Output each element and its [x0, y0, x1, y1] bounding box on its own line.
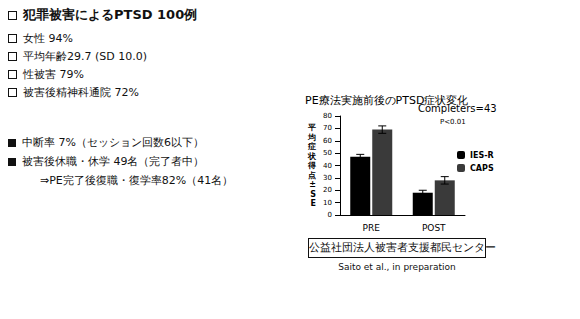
svg-text:±: ± — [309, 180, 316, 189]
svg-text:IES-R: IES-R — [470, 151, 494, 160]
svg-text:平: 平 — [307, 123, 316, 132]
html-text:被害後休職・休学 49名（完了者中）: 被害後休職・休学 49名（完了者中） — [22, 155, 205, 168]
html-text:平均年齢29.7 (SD 10.0): 平均年齢29.7 (SD 10.0) — [23, 50, 147, 63]
svg-text:P<0.01: P<0.01 — [440, 118, 466, 126]
svg-text:50: 50 — [323, 149, 332, 157]
svg-text:点: 点 — [308, 171, 316, 180]
svg-text:70: 70 — [323, 124, 332, 132]
html-text:公益社団法人被害者支援都民センター: 公益社団法人被害者支援都民センター — [309, 241, 496, 254]
html-text:女性 94%: 女性 94% — [23, 32, 73, 45]
svg-text:10: 10 — [323, 199, 332, 207]
svg-text:E: E — [311, 199, 316, 208]
svg-text:得: 得 — [307, 161, 316, 170]
svg-text:PE療法実施前後のPTSD症状変化: PE療法実施前後のPTSD症状変化 — [305, 94, 468, 107]
html-text:⇒PE完了後復職・復学率82%（41名）: ⇒PE完了後復職・復学率82%（41名） — [40, 174, 234, 187]
svg-text:状: 状 — [307, 152, 317, 161]
svg-text:0: 0 — [328, 211, 332, 219]
svg-text:30: 30 — [323, 174, 332, 182]
svg-text:PRE: PRE — [363, 223, 381, 233]
svg-text:Completers=43: Completers=43 — [418, 102, 497, 114]
svg-text:60: 60 — [323, 137, 332, 145]
svg-text:20: 20 — [323, 186, 332, 194]
svg-text:S: S — [310, 190, 316, 199]
svg-text:CAPS: CAPS — [470, 164, 494, 173]
svg-text:均: 均 — [307, 133, 316, 142]
svg-text:40: 40 — [323, 162, 332, 170]
svg-text:POST: POST — [422, 223, 446, 233]
html-text:Saito et al., in preparation: Saito et al., in preparation — [338, 262, 456, 272]
svg-text:症: 症 — [307, 142, 316, 151]
html-text:中断率 7%（セッション回数6以下）: 中断率 7%（セッション回数6以下） — [22, 136, 204, 149]
html-text:被害後精神科通院 72%: 被害後精神科通院 72% — [23, 86, 139, 99]
html-text:犯罪被害によるPTSD 100例: 犯罪被害によるPTSD 100例 — [23, 7, 198, 22]
html-text:性被害 79%: 性被害 79% — [23, 68, 84, 81]
svg-text:80: 80 — [323, 112, 332, 120]
